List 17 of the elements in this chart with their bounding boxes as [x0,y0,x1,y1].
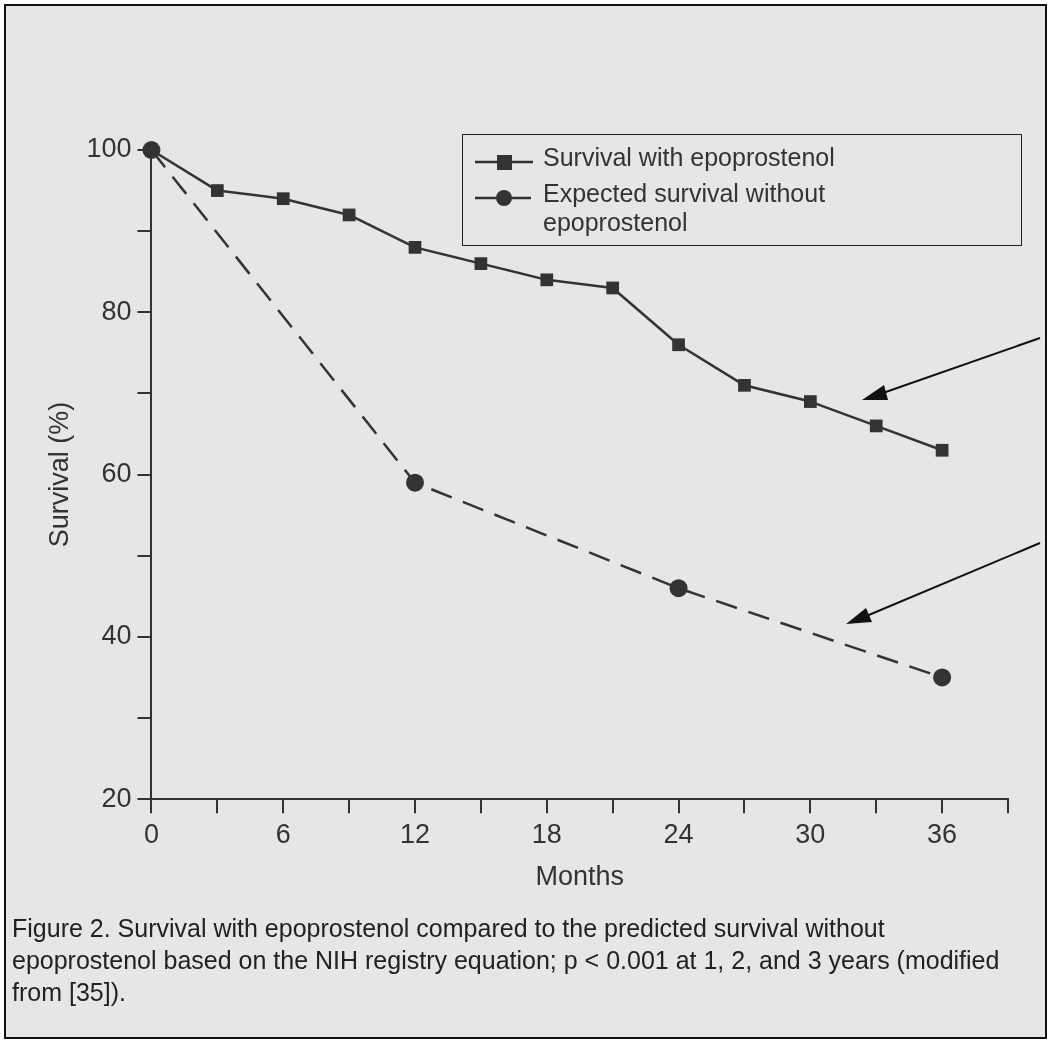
x-tick-label: 36 [927,818,958,849]
x-tick-label: 6 [275,818,291,849]
x-axis-title: Months [535,861,624,892]
x-tick-label: 30 [795,818,826,849]
y-tick-label: 40 [101,620,132,651]
x-tick-label: 24 [663,818,694,849]
y-tick-label: 60 [101,458,132,489]
caption: Figure 2. Survival with epoprostenol compared to the predicted survival without epoprostenol based on the NIH registry equation; p < 0.001 at 1, 2, and 3 years (modified from [35]). [12,913,1001,1008]
legend-label: Expected survival without epoprostenol [543,179,827,237]
legend-label: Survival with epoprostenol [543,143,835,172]
x-tick-label: 18 [531,818,562,849]
x-tick-label: 0 [143,818,159,849]
y-tick-label: 20 [101,782,132,813]
y-tick-label: 80 [101,295,132,326]
y-axis-title: Survival (%) [43,401,74,548]
y-tick-label: 100 [86,133,132,164]
x-tick-label: 12 [399,818,431,849]
